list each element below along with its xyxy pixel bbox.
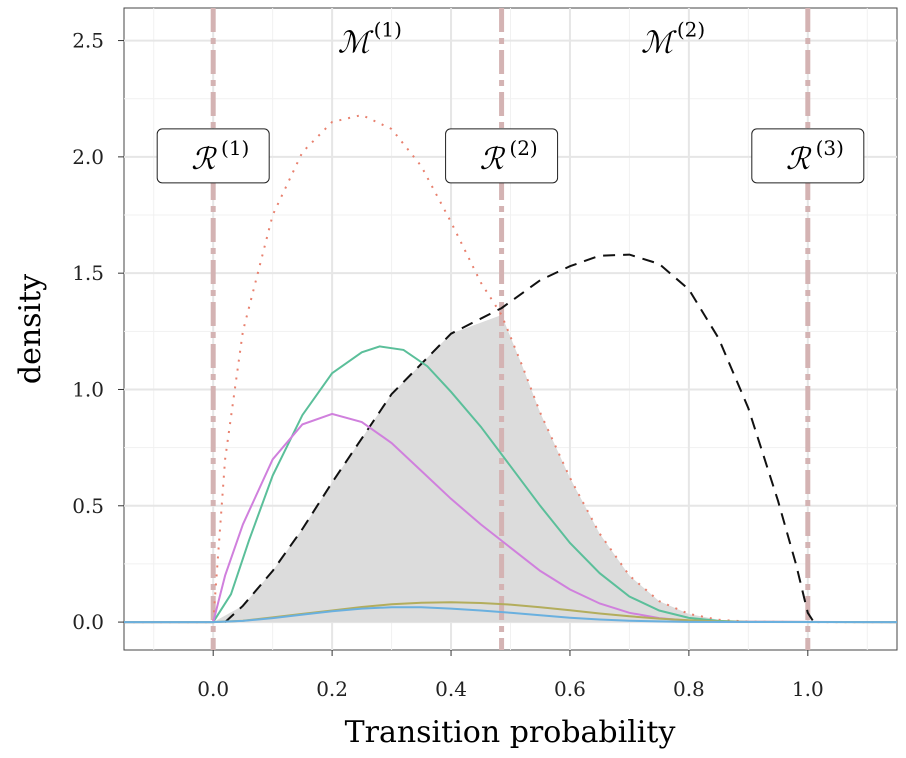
series-line-solid (124, 345, 897, 624)
region-label-symbol: ℛ (786, 142, 812, 177)
axes: 0.0 0.2 0.4 0.6 0.8 1.0 0.0 0.5 1.0 1.5 2.0 2.5 (72, 29, 824, 701)
region-label-box (156, 128, 270, 184)
y-tick-label: 2.5 (72, 29, 104, 53)
y-tick-label: 0.0 (72, 610, 104, 634)
shaded-area (213, 315, 808, 623)
y-axis-title: density (13, 274, 48, 384)
model-label-symbol: ℳ (641, 26, 677, 61)
x-tick-label: 0.0 (197, 677, 229, 701)
x-tick-label: 0.2 (316, 677, 348, 701)
region-label-superscript: (2) (509, 136, 537, 160)
model-label-superscript: (1) (374, 18, 402, 42)
series-line-solid (124, 412, 897, 624)
x-tick-label: 0.6 (554, 677, 586, 701)
x-tick-label: 0.8 (673, 677, 705, 701)
x-tick-label: 1.0 (792, 677, 824, 701)
region-label-symbol: ℛ (191, 142, 217, 177)
series-line-dashed (224, 253, 815, 623)
region-label-superscript: (1) (221, 136, 249, 160)
y-tick-label: 2.0 (72, 145, 104, 169)
region-label-box (751, 128, 865, 184)
region-label-superscript: (3) (816, 136, 844, 160)
reference-lines (210, 8, 811, 650)
region-label-symbol: ℛ (480, 142, 506, 177)
x-tick-label: 0.4 (435, 677, 467, 701)
shaded-region-layer (213, 315, 808, 623)
y-tick-label: 0.5 (72, 494, 104, 518)
x-axis-title: Transition probability (345, 715, 676, 750)
model-label-symbol: ℳ (338, 26, 374, 61)
series-lines (124, 113, 897, 624)
y-tick-label: 1.5 (72, 261, 104, 285)
model-label-superscript: (2) (677, 18, 705, 42)
series-line-solid (124, 606, 897, 624)
region-labels: ℛ (1) ℛ (2) ℛ (3)ℳ (1) ℳ (2) (156, 18, 865, 184)
series-line-dotted (124, 113, 897, 624)
y-tick-label: 1.0 (72, 377, 104, 401)
region-label-box (445, 128, 559, 184)
